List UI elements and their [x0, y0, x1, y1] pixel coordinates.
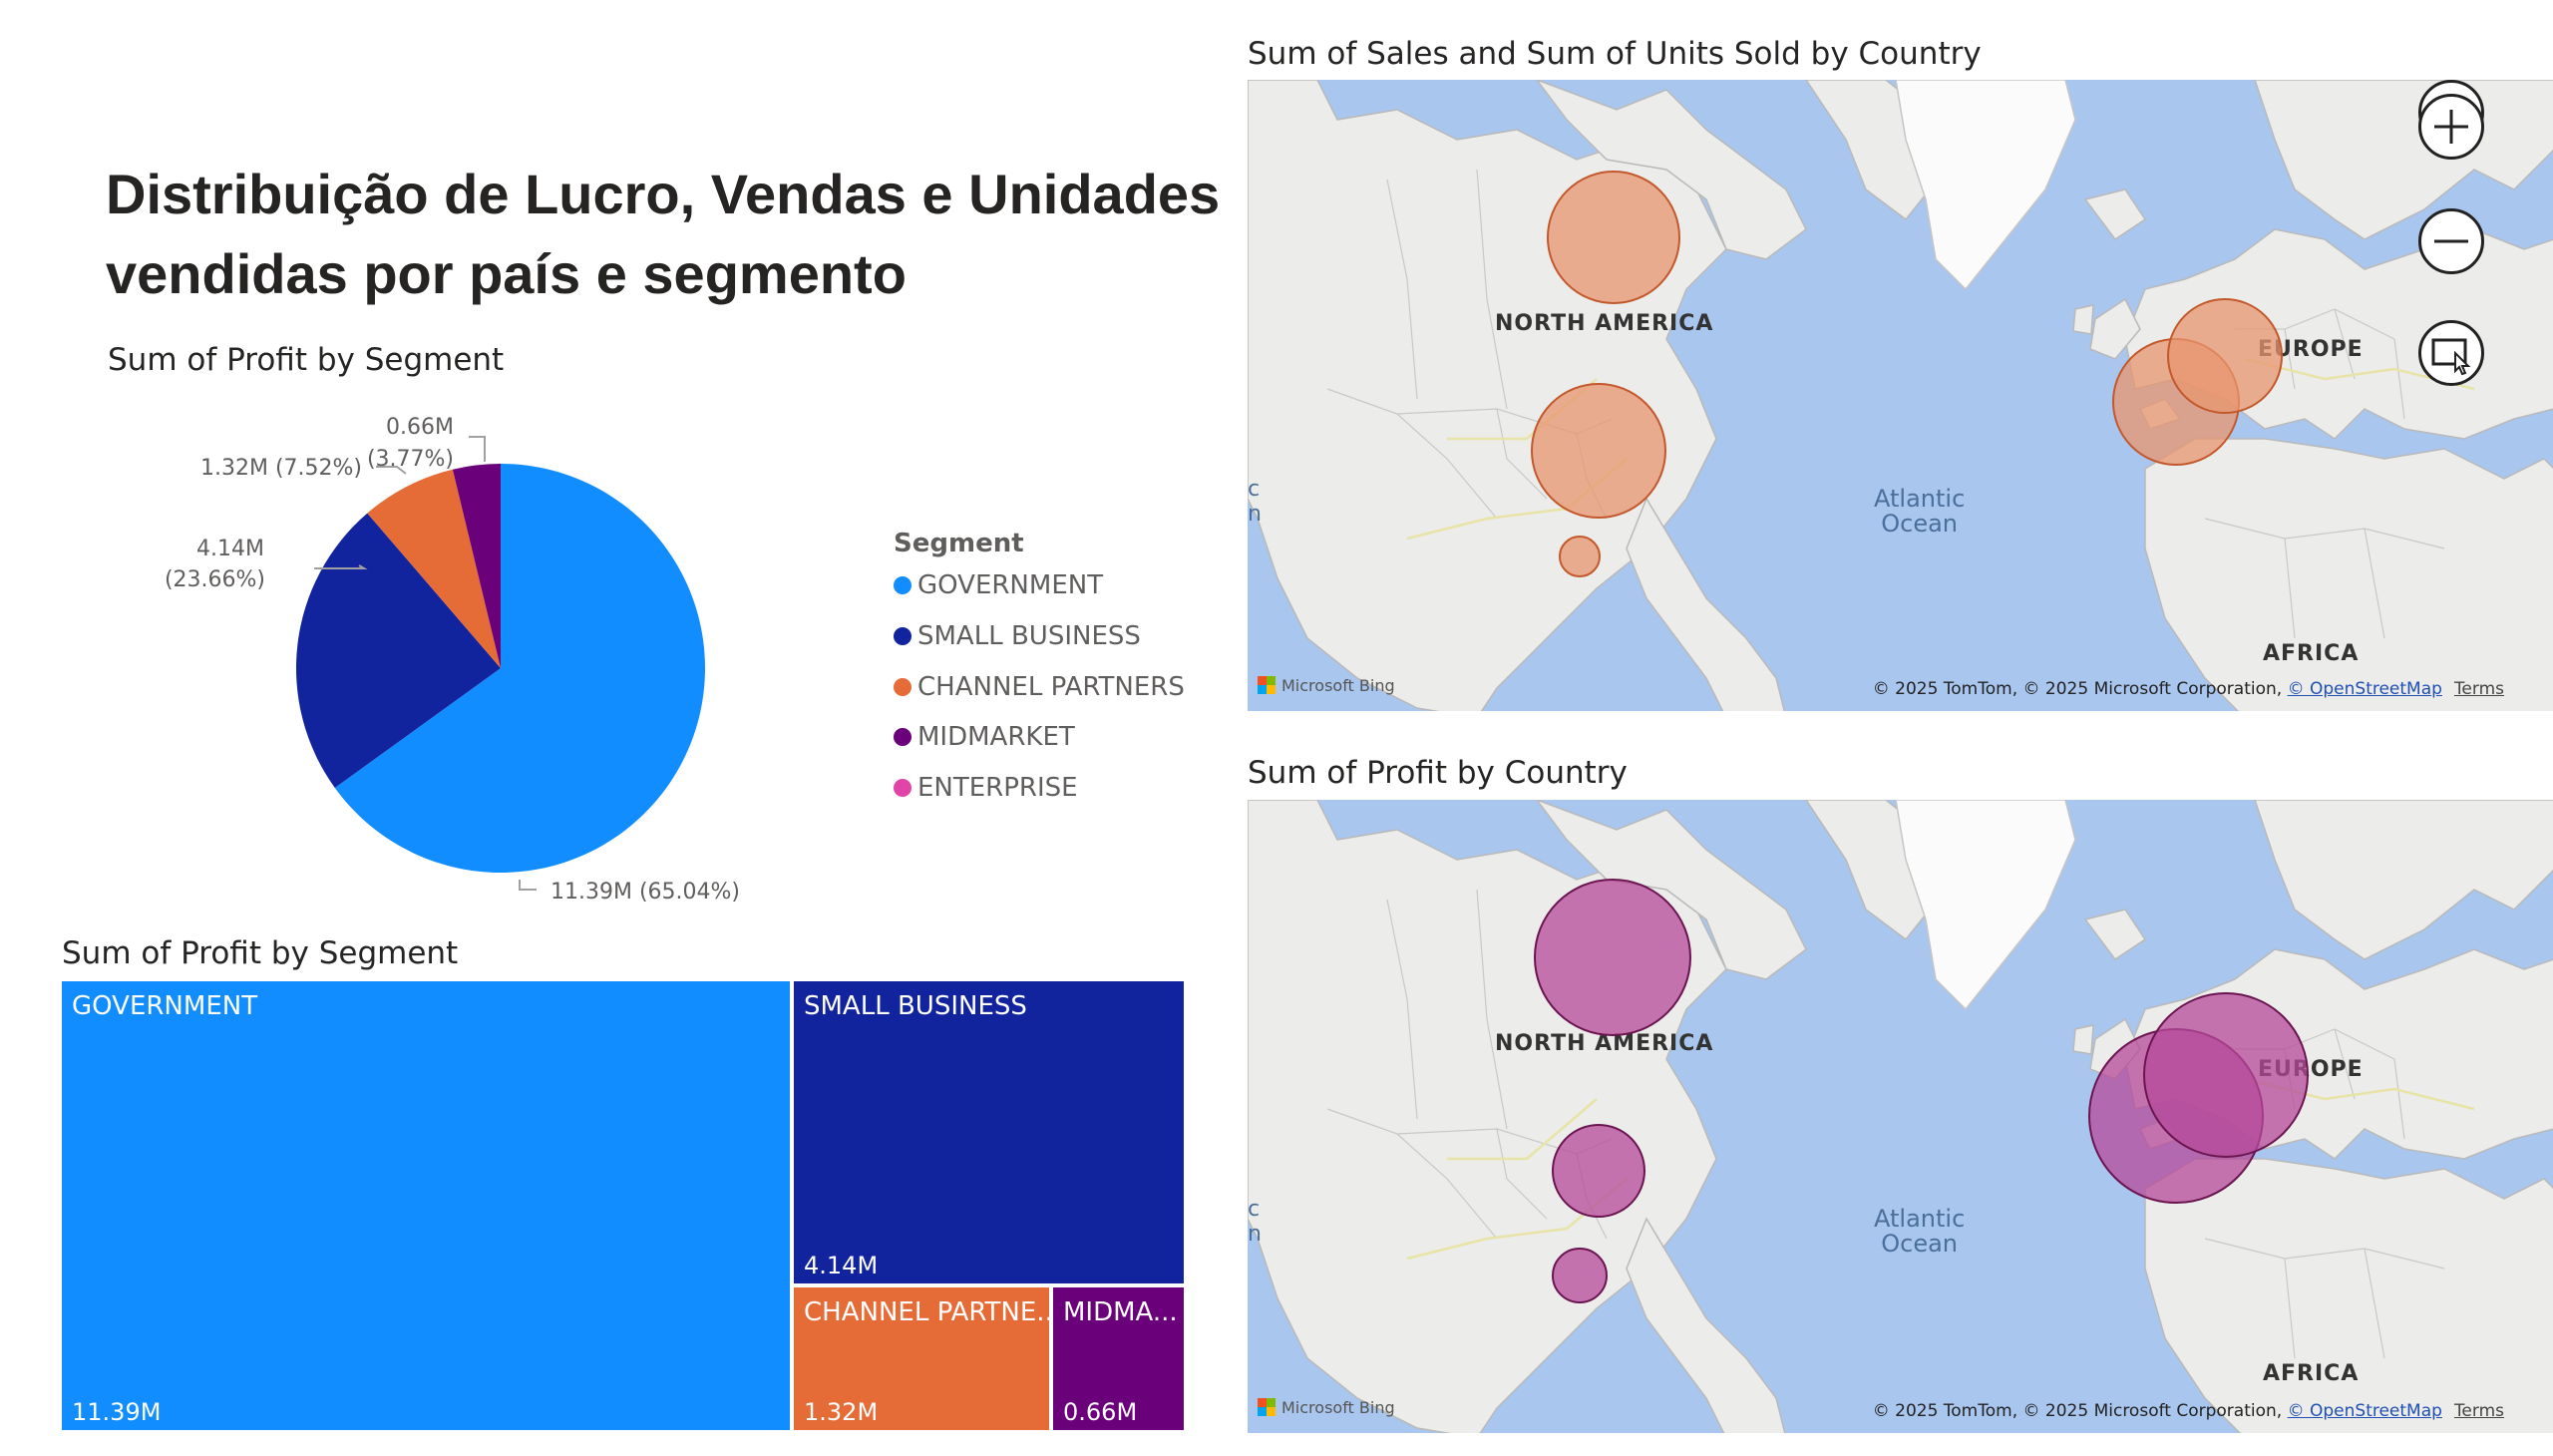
treemap-cell-label: CHANNEL PARTNE... [804, 1297, 1049, 1327]
map-label-north-america: NORTH AMERICA [1495, 311, 1714, 336]
leader-line-government [519, 880, 537, 891]
treemap-cell-label: GOVERNMENT [72, 991, 258, 1021]
leader-line-midmarket [469, 436, 486, 462]
treemap-cell-value: 1.32M [804, 1398, 879, 1426]
map-profit[interactable]: NORTH AMERICA EUROPE AFRICA Atlantic Ocea… [1248, 800, 2553, 1433]
treemap-cell-label: SMALL BUSINESS [804, 991, 1027, 1021]
plus-icon [2434, 110, 2468, 144]
terms-link[interactable]: Terms [2453, 1401, 2504, 1421]
map-sales[interactable]: NORTH AMERICA EUROPE AFRICA Atlantic Ocea… [1248, 80, 2553, 711]
treemap-cell-channel-partners[interactable]: CHANNEL PARTNE... 1.32M [794, 1287, 1049, 1430]
pie-slice-government[interactable] [334, 464, 705, 873]
bubble-canada[interactable] [1534, 879, 1691, 1036]
legend-title: Segment [894, 529, 1024, 558]
legend-label: CHANNEL PARTNERS [917, 672, 1185, 702]
map-label-africa: AFRICA [2263, 641, 2360, 666]
legend-item-channel-partners[interactable]: CHANNEL PARTNERS [894, 672, 1185, 702]
zoom-out-button[interactable] [2418, 208, 2484, 274]
treemap-cell-midmarket[interactable]: MIDMA... 0.66M [1053, 1287, 1184, 1430]
report-title: Distribuição de Lucro, Vendas e Unidades… [106, 163, 1221, 305]
map-label-africa: AFRICA [2263, 1361, 2360, 1386]
legend-dot-icon [894, 678, 912, 696]
map-label-atlantic-ocean: Atlantic Ocean [1874, 485, 1966, 538]
bubble-mexico[interactable] [1552, 1248, 1608, 1303]
minus-icon [2434, 239, 2468, 243]
bubble-united-states[interactable] [1552, 1124, 1645, 1218]
bubble-canada[interactable] [1547, 171, 1680, 304]
legend-item-enterprise[interactable]: ENTERPRISE [894, 773, 1078, 803]
pie-label-government: 11.39M (65.04%) [550, 880, 740, 905]
treemap-cell-government[interactable]: GOVERNMENT 11.39M [62, 981, 790, 1430]
legend-label: ENTERPRISE [917, 773, 1078, 803]
select-region-button[interactable] [2418, 320, 2484, 386]
treemap-cell-small-business[interactable]: SMALL BUSINESS 4.14M [794, 981, 1184, 1283]
legend-dot-icon [894, 576, 912, 594]
pie-slice-small-business[interactable] [296, 513, 501, 788]
pie-label-channel-partners: 1.32M (7.52%) [200, 456, 362, 481]
treemap: GOVERNMENT 11.39M SMALL BUSINESS 4.14M C… [62, 981, 1184, 1430]
pie-label-midmarket-pct: (3.77%) [367, 447, 454, 472]
map-attribution: © 2025 TomTom, © 2025 Microsoft Corporat… [1872, 679, 2504, 699]
legend-item-small-business[interactable]: SMALL BUSINESS [894, 621, 1141, 651]
legend-label: MIDMARKET [917, 722, 1075, 752]
bubble-germany[interactable] [2167, 298, 2283, 414]
bubble-germany[interactable] [2143, 992, 2309, 1158]
map-sales-bubbles [1531, 171, 2283, 577]
microsoft-logo-icon [1258, 1398, 1276, 1416]
map-profit-bubbles [1534, 879, 2309, 1303]
treemap-cell-value: 0.66M [1063, 1398, 1138, 1426]
map-attribution: © 2025 TomTom, © 2025 Microsoft Corporat… [1872, 1401, 2504, 1421]
pie-slice-midmarket[interactable] [452, 464, 501, 668]
osm-link[interactable]: © OpenStreetMap [2287, 1401, 2442, 1421]
legend-item-government[interactable]: GOVERNMENT [894, 570, 1103, 600]
treemap-cell-value: 11.39M [72, 1398, 162, 1426]
legend-dot-icon [894, 728, 912, 746]
pie-chart-title: Sum of Profit by Segment [108, 342, 505, 378]
pie-chart: 11.39M (65.04%) 4.14M (23.66%) 1.32M (7.… [165, 415, 740, 905]
treemap-cell-label: MIDMA... [1063, 1297, 1178, 1327]
legend-dot-icon [894, 779, 912, 797]
bubble-mexico[interactable] [1559, 536, 1601, 577]
bing-logo: Microsoft Bing [1258, 676, 1395, 695]
treemap-title: Sum of Profit by Segment [62, 935, 459, 971]
osm-link[interactable]: © OpenStreetMap [2287, 679, 2442, 699]
pie-label-small-business-value: 4.14M [196, 537, 264, 561]
leader-line-channel-partners [376, 466, 407, 475]
legend-label: GOVERNMENT [917, 570, 1104, 600]
treemap-cell-value: 4.14M [804, 1252, 879, 1279]
leader-line-small-business [314, 564, 368, 569]
zoom-in-button[interactable] [2418, 94, 2484, 160]
map-sales-title: Sum of Sales and Sum of Units Sold by Co… [1248, 36, 1982, 72]
legend-label: SMALL BUSINESS [917, 621, 1141, 651]
pie-legend: Segment GOVERNMENT SMALL BUSINESS CHANNE… [894, 529, 1193, 818]
rectangle-select-icon [2431, 338, 2471, 376]
bing-logo: Microsoft Bing [1258, 1398, 1395, 1417]
legend-item-midmarket[interactable]: MIDMARKET [894, 722, 1075, 752]
legend-dot-icon [894, 627, 912, 645]
microsoft-logo-icon [1258, 676, 1276, 694]
pie-slice-channel-partners[interactable] [367, 469, 501, 668]
pie-label-small-business-pct: (23.66%) [165, 567, 265, 592]
map-profit-title: Sum of Profit by Country [1248, 755, 1628, 791]
terms-link[interactable]: Terms [2453, 679, 2504, 699]
pie-label-midmarket-value: 0.66M [386, 415, 454, 440]
bubble-united-states[interactable] [1531, 383, 1666, 519]
map-label-atlantic-ocean: Atlantic Ocean [1874, 1205, 1966, 1258]
